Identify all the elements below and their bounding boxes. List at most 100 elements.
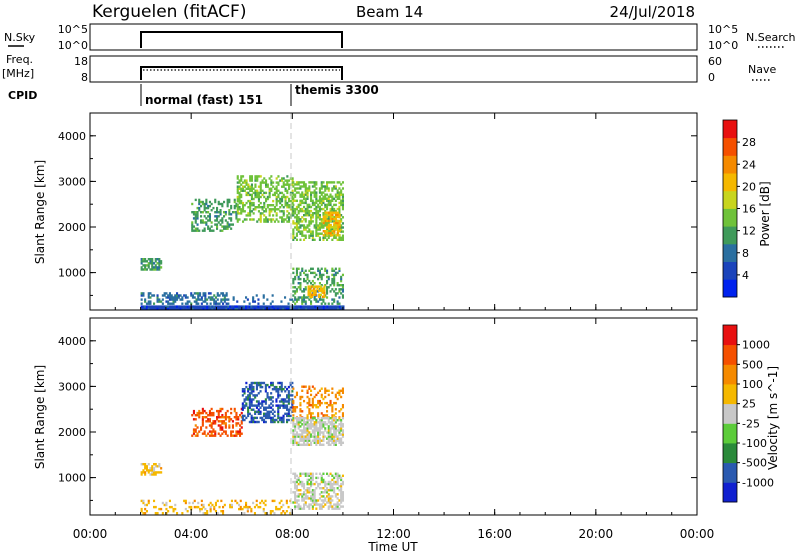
echo-cell <box>338 410 341 413</box>
echo-cell <box>239 434 242 437</box>
echo-cell <box>261 385 264 389</box>
echo-cell <box>315 419 318 422</box>
echo-cell <box>201 409 204 413</box>
echo-cell <box>324 189 327 192</box>
echo-cell <box>249 214 252 217</box>
echo-cell <box>280 512 283 515</box>
echo-cell <box>184 302 187 305</box>
echo-cell <box>268 189 271 192</box>
echo-cell <box>142 471 145 474</box>
colorbar-tick-label: 28 <box>742 136 756 149</box>
echo-cell <box>275 187 278 190</box>
echo-cell <box>297 275 300 279</box>
echo-cell <box>329 401 332 405</box>
echo-cell <box>299 417 302 420</box>
echo-cell <box>303 437 306 440</box>
echo-cell <box>315 199 318 202</box>
echo-cell <box>145 307 148 310</box>
echo-cell <box>255 305 258 308</box>
echo-cell <box>304 474 307 477</box>
echo-cell <box>315 181 318 184</box>
echo-cell <box>308 401 311 405</box>
echo-cell <box>314 285 317 288</box>
echo-cell <box>326 213 329 216</box>
echo-cell <box>154 264 157 267</box>
echo-cell <box>240 422 243 425</box>
echo-cell <box>333 220 336 223</box>
echo-cell <box>239 432 242 435</box>
echo-cell <box>264 412 267 415</box>
echo-cell <box>341 474 344 477</box>
echo-cell <box>309 295 312 298</box>
echo-cell <box>340 228 343 231</box>
echo-cell <box>331 288 334 291</box>
echo-cell <box>335 217 338 221</box>
echo-cell <box>322 217 325 221</box>
echo-cell <box>306 480 309 484</box>
echo-cell <box>163 292 166 295</box>
echo-cell <box>306 193 309 196</box>
echo-cell <box>220 298 223 301</box>
echo-cell <box>156 512 159 515</box>
echo-cell <box>321 295 324 298</box>
echo-cell <box>230 213 233 216</box>
echo-cell <box>317 228 320 231</box>
echo-cell <box>327 201 330 205</box>
echo-cell <box>231 223 234 226</box>
echo-cell <box>192 411 195 415</box>
echo-cell <box>341 290 344 293</box>
echo-cell <box>140 510 143 513</box>
echo-cell <box>286 216 289 219</box>
echo-cell <box>292 429 295 432</box>
echo-cell <box>220 307 223 310</box>
echo-cell <box>331 282 334 285</box>
echo-cell <box>311 216 314 219</box>
echo-cell <box>153 305 156 308</box>
echo-cell <box>271 396 274 399</box>
echo-cell <box>304 435 307 438</box>
echo-cell <box>235 411 238 415</box>
echo-cell <box>315 427 318 430</box>
echo-cell <box>299 474 302 477</box>
echo-cell <box>322 197 325 200</box>
echo-cell <box>331 307 334 310</box>
echo-cell <box>329 211 332 214</box>
echo-cell <box>310 216 313 219</box>
echo-cell <box>294 476 297 480</box>
echo-cell <box>322 443 325 446</box>
echo-cell <box>330 307 333 310</box>
echo-cell <box>331 414 334 417</box>
echo-cell <box>257 191 260 195</box>
nsky-panel: N.Sky 10^5 10^0 10^5 10^0 N.Search <box>4 23 796 52</box>
echo-cell <box>333 290 336 293</box>
colorbar-tick-label: 4 <box>742 269 749 282</box>
echo-cell <box>280 381 283 385</box>
echo-cell <box>326 205 329 209</box>
echo-cell <box>277 183 280 186</box>
echo-cell <box>243 204 246 207</box>
echo-cell <box>303 425 306 428</box>
echo-cell <box>196 426 199 429</box>
echo-cell <box>259 185 262 188</box>
echo-cell <box>145 260 148 263</box>
echo-cell <box>259 206 262 209</box>
echo-cell <box>153 294 156 297</box>
echo-cell <box>327 497 330 500</box>
echo-cell <box>335 234 338 237</box>
echo-cell <box>303 472 306 475</box>
echo-cell <box>341 181 344 184</box>
velocity-echo-cells <box>140 381 344 515</box>
echo-cell <box>259 383 262 387</box>
echo-cell <box>303 385 306 388</box>
echo-cell <box>315 197 318 200</box>
echo-cell <box>334 427 337 430</box>
echo-cell <box>156 266 159 269</box>
echo-cell <box>284 412 287 415</box>
echo-cell <box>248 385 251 389</box>
echo-cell <box>340 429 343 432</box>
echo-cell <box>336 197 339 200</box>
echo-cell <box>196 211 199 214</box>
echo-cell <box>273 191 276 195</box>
echo-cell <box>214 198 217 202</box>
